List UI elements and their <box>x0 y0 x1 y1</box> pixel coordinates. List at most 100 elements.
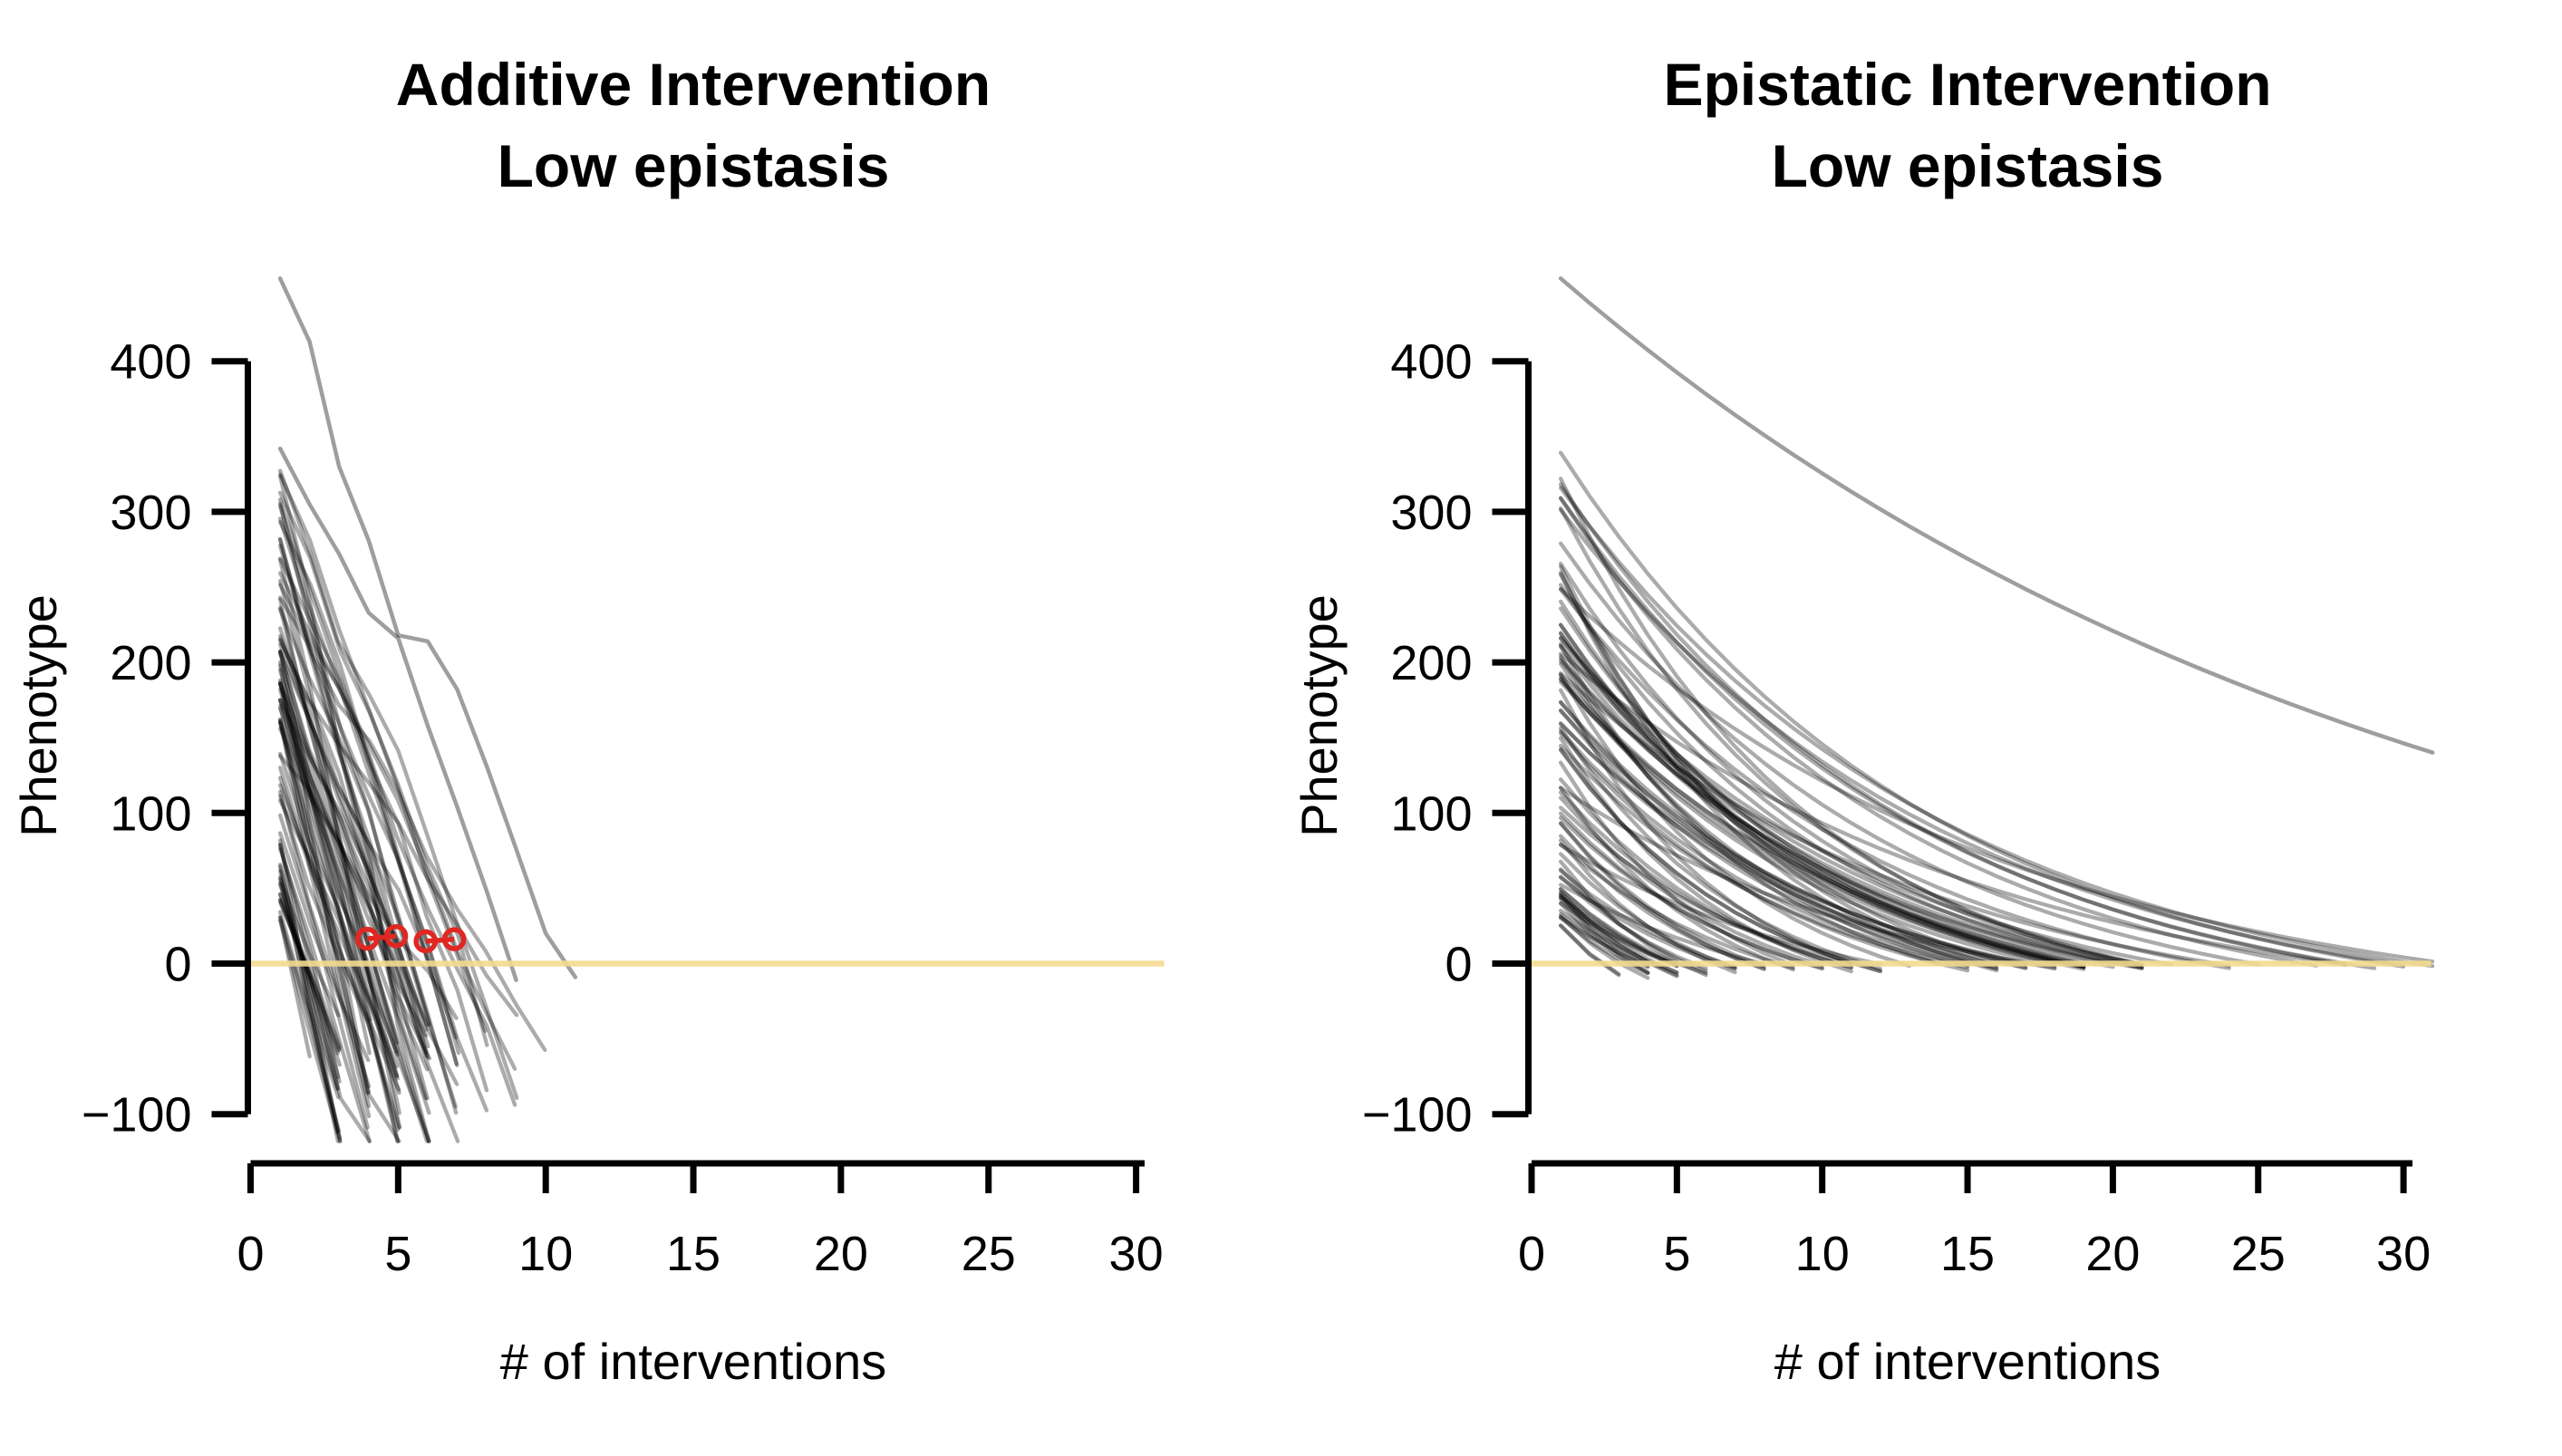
trajectory <box>1558 915 1650 968</box>
trajectory <box>277 706 400 1078</box>
trajectory <box>1558 564 1999 968</box>
x-tick-label: 10 <box>1795 1227 1850 1281</box>
trajectory <box>1558 622 2086 969</box>
trajectory <box>1558 736 1853 974</box>
trajectory <box>277 682 399 1078</box>
y-tick-label: 400 <box>1390 335 1472 390</box>
trajectory <box>277 900 341 1053</box>
trajectory <box>1558 722 2057 971</box>
trajectory <box>277 668 372 1022</box>
trajectory <box>1558 636 2173 967</box>
trajectory <box>1558 852 1737 970</box>
trajectory <box>277 720 371 1095</box>
trajectory <box>1558 507 2406 968</box>
trajectory <box>277 579 430 1101</box>
panel-title-line1: Epistatic Intervention <box>1663 51 2271 118</box>
trajectory <box>1558 875 1737 971</box>
trajectory <box>277 597 401 1115</box>
y-axis: −100 0 100 200 300 400 Phenotype <box>10 335 251 1143</box>
trajectory <box>1558 659 2144 971</box>
trajectory <box>277 892 342 1052</box>
trajectory <box>277 605 430 1143</box>
x-tick-label: 20 <box>814 1227 868 1281</box>
trajectory <box>277 516 431 1027</box>
trajectory <box>277 637 459 1115</box>
trajectory <box>277 798 401 1092</box>
highlight-trajectories <box>354 924 467 954</box>
trajectory <box>277 864 340 1134</box>
y-tick-label: 300 <box>110 486 191 540</box>
trajectory <box>1558 677 2086 969</box>
trajectory <box>1558 911 1650 969</box>
trajectory <box>277 626 430 1027</box>
trajectory <box>1558 700 1999 968</box>
trajectory <box>277 915 312 1059</box>
x-axis-title: # of interventions <box>1774 1333 2161 1390</box>
trajectory <box>1558 834 1766 971</box>
y-tick-label: 200 <box>110 636 191 690</box>
x-tick-label: 0 <box>237 1227 264 1281</box>
trajectory <box>277 633 429 1058</box>
trajectory <box>1558 661 1999 970</box>
trajectory <box>1558 644 2086 969</box>
trajectory <box>277 719 400 1045</box>
x-tick-label: 20 <box>2085 1227 2140 1281</box>
trajectory <box>1558 583 2144 970</box>
x-tick-label: 25 <box>2231 1227 2286 1281</box>
trajectory <box>1558 688 1853 967</box>
trajectory <box>1558 731 1970 973</box>
y-axis: −100 0 100 200 300 400 Phenotype <box>1291 335 1532 1143</box>
x-tick-label: 25 <box>962 1227 1016 1281</box>
trajectory <box>277 660 431 1143</box>
trajectory <box>277 918 343 1143</box>
trajectory <box>277 881 341 1091</box>
trajectory <box>277 537 429 1101</box>
trajectory <box>1558 606 2086 966</box>
trajectory <box>1558 643 1941 966</box>
highlight-marker <box>441 927 467 951</box>
trajectory <box>277 877 341 1017</box>
trajectory <box>1558 631 2086 968</box>
trajectory <box>1558 570 1999 973</box>
trajectory <box>277 783 401 1095</box>
trajectory <box>277 776 400 1081</box>
trajectory <box>277 863 340 1092</box>
trajectory <box>277 557 402 1130</box>
trajectory <box>277 875 343 1143</box>
x-tick-label: 0 <box>1518 1227 1545 1281</box>
trajectory <box>277 595 547 1053</box>
trajectory <box>1558 897 1650 969</box>
trajectory <box>277 703 400 1143</box>
trajectory <box>277 649 460 1143</box>
trajectory <box>277 651 432 1061</box>
trajectory <box>277 680 430 1060</box>
y-tick-label: −100 <box>1362 1088 1473 1143</box>
panel-title-line1: Additive Intervention <box>396 51 991 118</box>
trajectory <box>277 680 399 1055</box>
trajectory <box>277 838 341 1143</box>
trajectory <box>1558 677 2057 968</box>
trajectory-second-trajectory <box>277 446 518 983</box>
trajectory <box>277 650 459 1040</box>
trajectory <box>1558 450 2406 969</box>
trajectory <box>277 718 372 1119</box>
x-tick-label: 30 <box>2376 1227 2431 1281</box>
trajectory <box>277 910 342 1133</box>
trajectory <box>277 794 401 1130</box>
y-tick-label: 0 <box>1445 938 1472 992</box>
highlight-segment <box>425 936 455 944</box>
x-tick-label: 30 <box>1109 1227 1164 1281</box>
y-tick-label: 100 <box>110 786 191 841</box>
trajectory <box>277 571 517 1071</box>
trajectory <box>1558 636 2144 967</box>
trajectory <box>1558 673 2086 967</box>
x-tick-label: 5 <box>384 1227 411 1281</box>
trajectory <box>1558 743 1970 970</box>
trajectory <box>1558 893 1679 968</box>
trajectory <box>277 544 461 1056</box>
panel-title-line2: Low epistasis <box>498 132 890 199</box>
trajectory <box>277 520 489 1093</box>
trajectory <box>277 717 371 1094</box>
trajectory <box>1558 506 2144 967</box>
trajectory <box>277 869 341 1100</box>
